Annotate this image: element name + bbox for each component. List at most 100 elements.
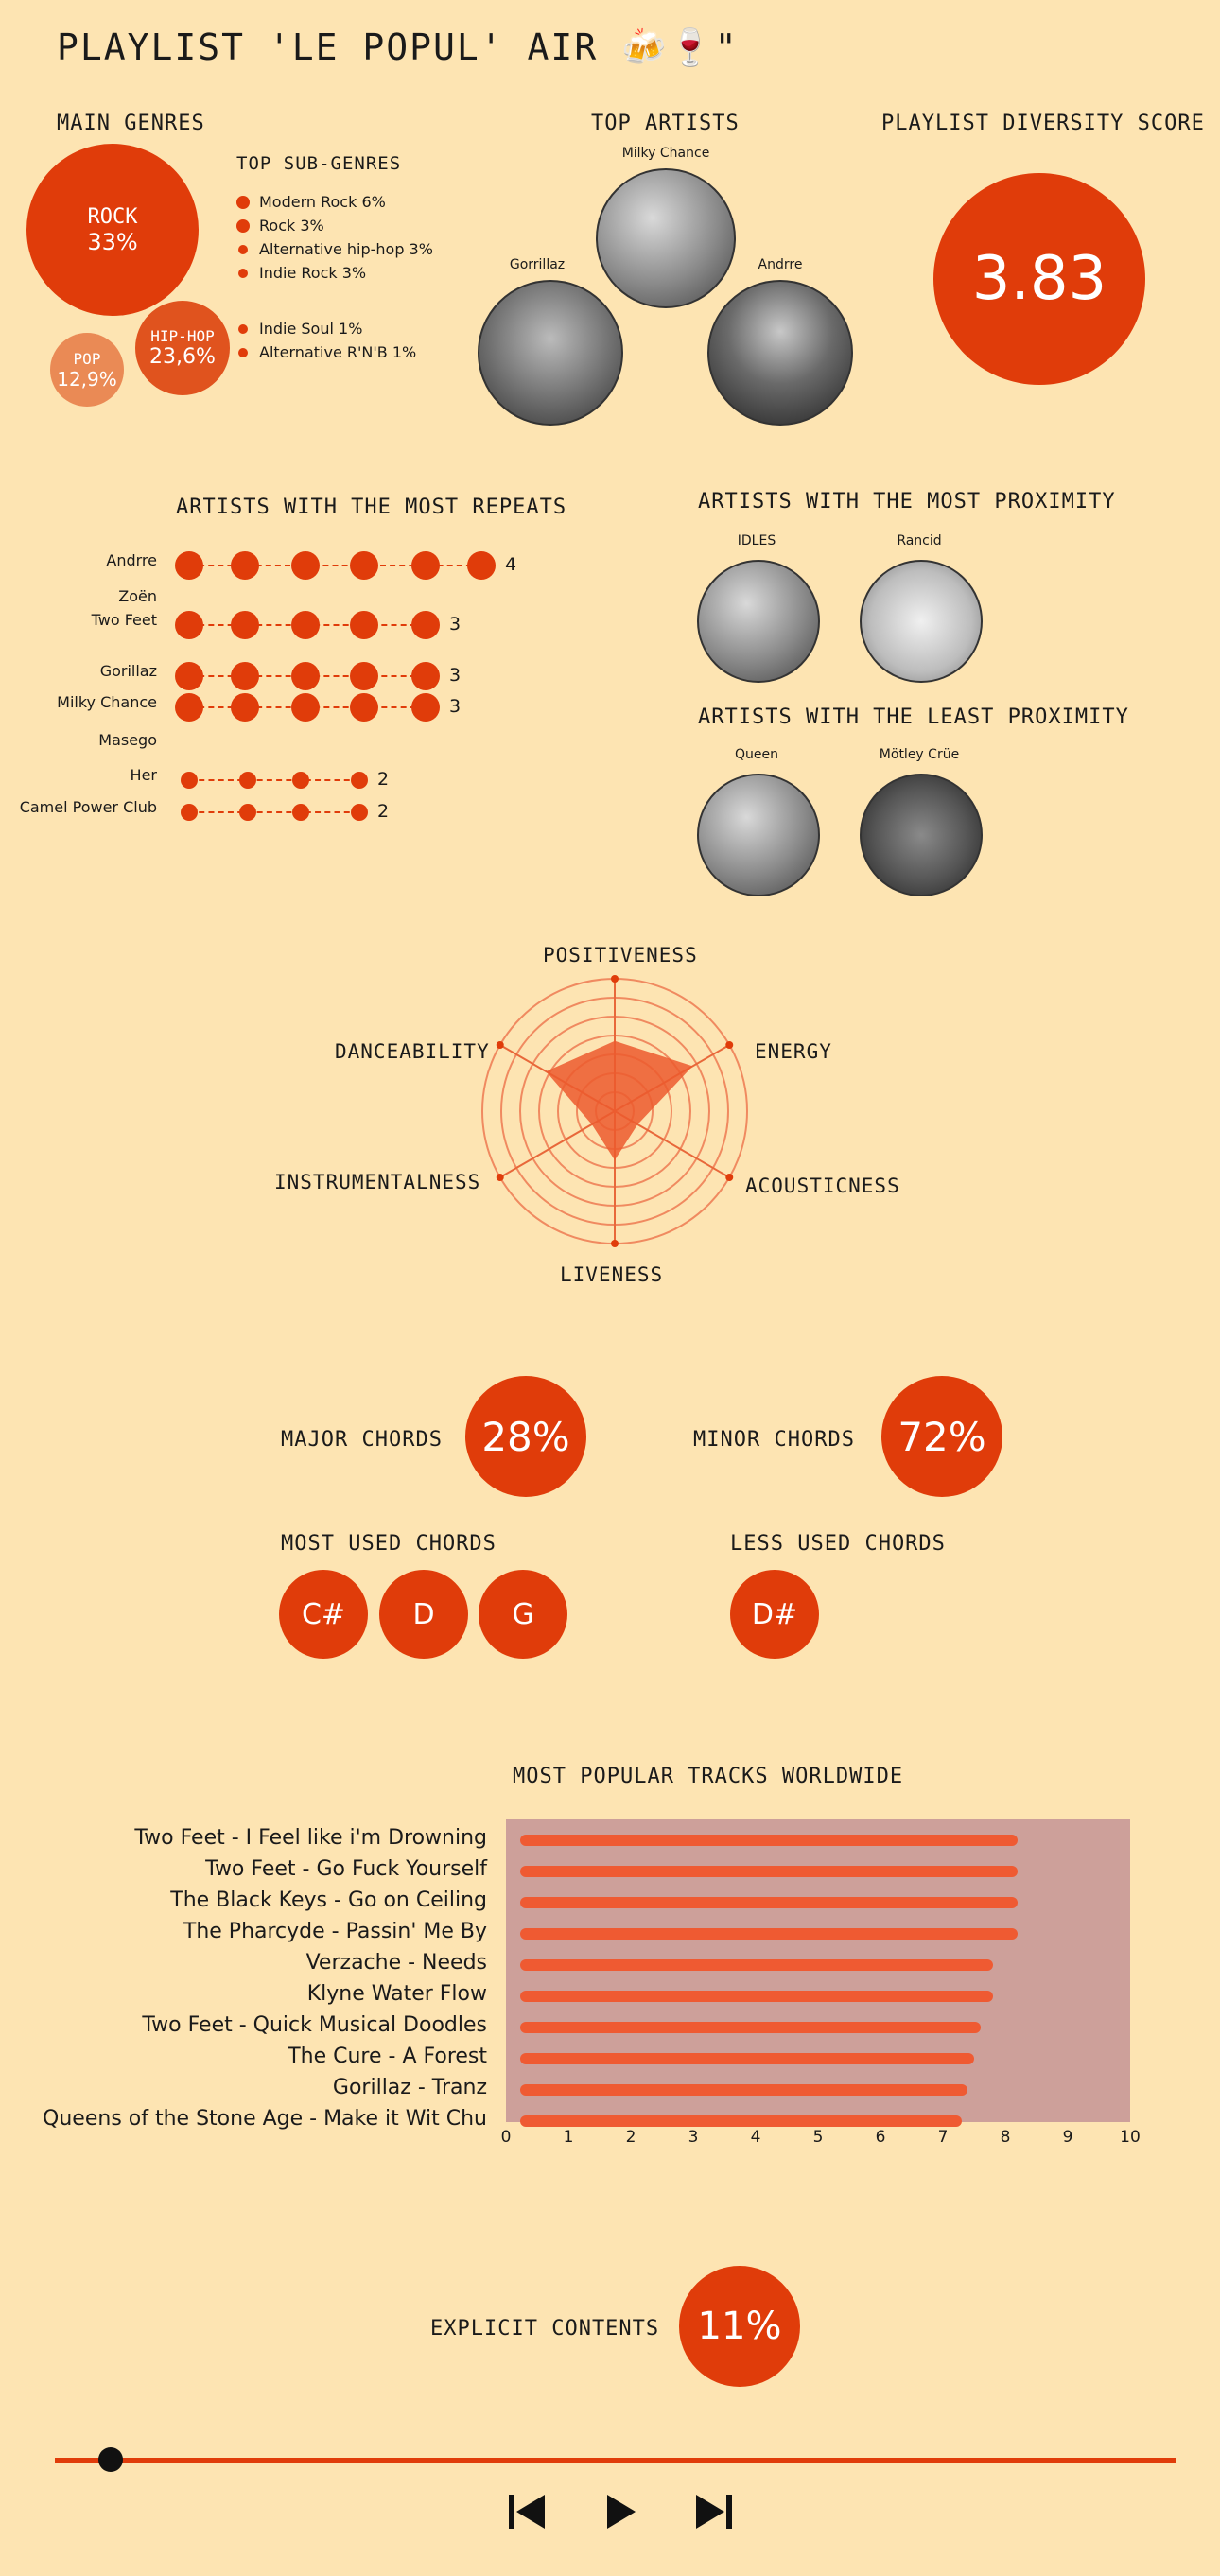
- track-bar: [520, 1835, 1019, 1846]
- subgenre-item: Indie Rock 3%: [236, 264, 433, 282]
- radar-label-instrumentalness: INSTRUMENTALNESS: [274, 1171, 481, 1193]
- diversity-score-value: 3.83: [971, 244, 1107, 314]
- track-label: The Cure - A Forest: [288, 2045, 487, 2068]
- repeat-artist-label: Masego: [98, 731, 157, 749]
- play-icon[interactable]: [603, 2493, 637, 2531]
- minor-chords-bubble: 72%: [881, 1376, 1002, 1497]
- repeat-count: 3: [449, 665, 462, 686]
- repeat-dot: [231, 611, 259, 639]
- top-artists-heading: TOP ARTISTS: [591, 112, 740, 135]
- repeat-dot: [181, 772, 198, 789]
- x-tick-label: 7: [937, 2128, 949, 2147]
- explicit-label: EXPLICIT CONTENTS: [430, 2317, 660, 2341]
- most-proximity-heading: ARTISTS WITH THE MOST PROXIMITY: [698, 490, 1116, 513]
- genre-rock-name: ROCK: [87, 204, 138, 229]
- artist-photo-andrre: [707, 280, 853, 426]
- track-bar: [520, 1897, 1019, 1908]
- repeat-dot: [291, 662, 320, 690]
- chord-label: C#: [301, 1597, 346, 1631]
- repeat-dot: [411, 693, 440, 722]
- repeat-dot: [175, 693, 203, 722]
- tracks-plot-area: [506, 1819, 1130, 2122]
- artist-photo-gorillaz: [478, 280, 623, 426]
- major-chords-pct: 28%: [481, 1413, 570, 1460]
- genre-pop-pct: 12,9%: [57, 367, 117, 391]
- major-chords-bubble: 28%: [465, 1376, 586, 1497]
- repeat-dot: [181, 804, 198, 821]
- genre-hiphop-name: HIP-HOP: [150, 327, 215, 345]
- repeat-dot: [231, 551, 259, 580]
- repeat-dot: [350, 693, 378, 722]
- repeat-dot: [175, 551, 203, 580]
- repeat-dot: [231, 662, 259, 690]
- track-label: Two Feet - Go Fuck Yourself: [205, 1857, 487, 1881]
- track-bar: [520, 1959, 993, 1971]
- prox-photo-rancid: [860, 560, 983, 683]
- track-bar: [520, 1928, 1019, 1940]
- subgenres-list-2: Indie Soul 1% Alternative R'N'B 1%: [236, 320, 416, 361]
- minor-chords-pct: 72%: [898, 1413, 986, 1460]
- subgenre-label: Modern Rock 6%: [259, 193, 386, 211]
- repeat-artist-label: Zoën: [118, 587, 157, 605]
- radar-shape: [546, 1040, 693, 1160]
- track-label: Klyne Water Flow: [306, 1982, 487, 2006]
- repeat-artist-label: Her: [130, 766, 157, 784]
- repeat-count: 2: [377, 801, 390, 822]
- repeat-dot: [291, 693, 320, 722]
- prox-name-rancid: Rancid: [897, 533, 942, 548]
- genre-pop-name: POP: [73, 349, 101, 368]
- x-tick-label: 1: [563, 2128, 574, 2147]
- progress-track[interactable]: [55, 2458, 1176, 2463]
- track-label: The Black Keys - Go on Ceiling: [170, 1888, 487, 1912]
- repeat-dot: [175, 611, 203, 639]
- repeat-dot: [175, 662, 203, 690]
- next-track-icon[interactable]: [694, 2493, 734, 2531]
- x-tick-label: 6: [875, 2128, 886, 2147]
- x-tick-label: 0: [500, 2128, 512, 2147]
- repeat-dot: [291, 611, 320, 639]
- subgenre-label: Indie Soul 1%: [259, 320, 363, 338]
- radar-label-liveness: LIVENESS: [560, 1263, 664, 1286]
- track-bar: [520, 1991, 993, 2002]
- chord-bubble: D: [379, 1570, 468, 1659]
- chord-bubble: G: [479, 1570, 567, 1659]
- track-bar: [520, 1866, 1019, 1877]
- subgenre-label: Alternative R'N'B 1%: [259, 343, 417, 361]
- page-title: PLAYLIST 'LE POPUL' AIR 🍻🍷": [57, 26, 739, 68]
- bullet-dot: [238, 244, 248, 254]
- repeat-dot: [351, 772, 368, 789]
- repeat-artist-label: Two Feet: [91, 611, 157, 629]
- diversity-score-bubble: 3.83: [933, 173, 1145, 385]
- radar-axis-tip: [725, 1041, 734, 1049]
- genre-rock-pct: 33%: [87, 228, 138, 255]
- repeat-artist-label: Andrre: [106, 551, 157, 569]
- track-label: Gorillaz - Tranz: [332, 2076, 487, 2099]
- bullet-dot: [236, 218, 250, 233]
- subgenres-list-1: Modern Rock 6% Rock 3% Alternative hip-h…: [236, 193, 433, 282]
- repeat-count: 3: [449, 614, 462, 635]
- prox-photo-idles: [697, 560, 820, 683]
- chord-bubble: C#: [279, 1570, 368, 1659]
- explicit-bubble: 11%: [679, 2266, 800, 2387]
- x-tick-label: 9: [1062, 2128, 1073, 2147]
- prox-name-queen: Queen: [735, 747, 778, 762]
- repeat-dot: [351, 804, 368, 821]
- radar-chart: [481, 975, 748, 1247]
- previous-track-icon[interactable]: [507, 2493, 547, 2531]
- bullet-dot: [238, 268, 248, 278]
- track-bar: [520, 2084, 968, 2096]
- radar-label-positiveness: POSITIVENESS: [543, 944, 698, 966]
- repeat-count: 2: [377, 769, 390, 790]
- diversity-heading: PLAYLIST DIVERSITY SCORE: [881, 112, 1205, 135]
- repeat-dot: [231, 693, 259, 722]
- subgenre-label: Indie Rock 3%: [259, 264, 367, 282]
- least-proximity-heading: ARTISTS WITH THE LEAST PROXIMITY: [698, 705, 1129, 729]
- artist-name-gorillaz: Gorrillaz: [509, 257, 566, 272]
- repeat-dot: [411, 662, 440, 690]
- track-label: Two Feet - Quick Musical Doodles: [142, 2013, 487, 2037]
- repeat-count: 4: [505, 554, 517, 575]
- main-genres-heading: MAIN GENRES: [57, 112, 205, 135]
- x-tick-label: 4: [750, 2128, 761, 2147]
- radar-label-acousticness: ACOUSTICNESS: [745, 1175, 900, 1197]
- progress-knob[interactable]: [98, 2447, 124, 2472]
